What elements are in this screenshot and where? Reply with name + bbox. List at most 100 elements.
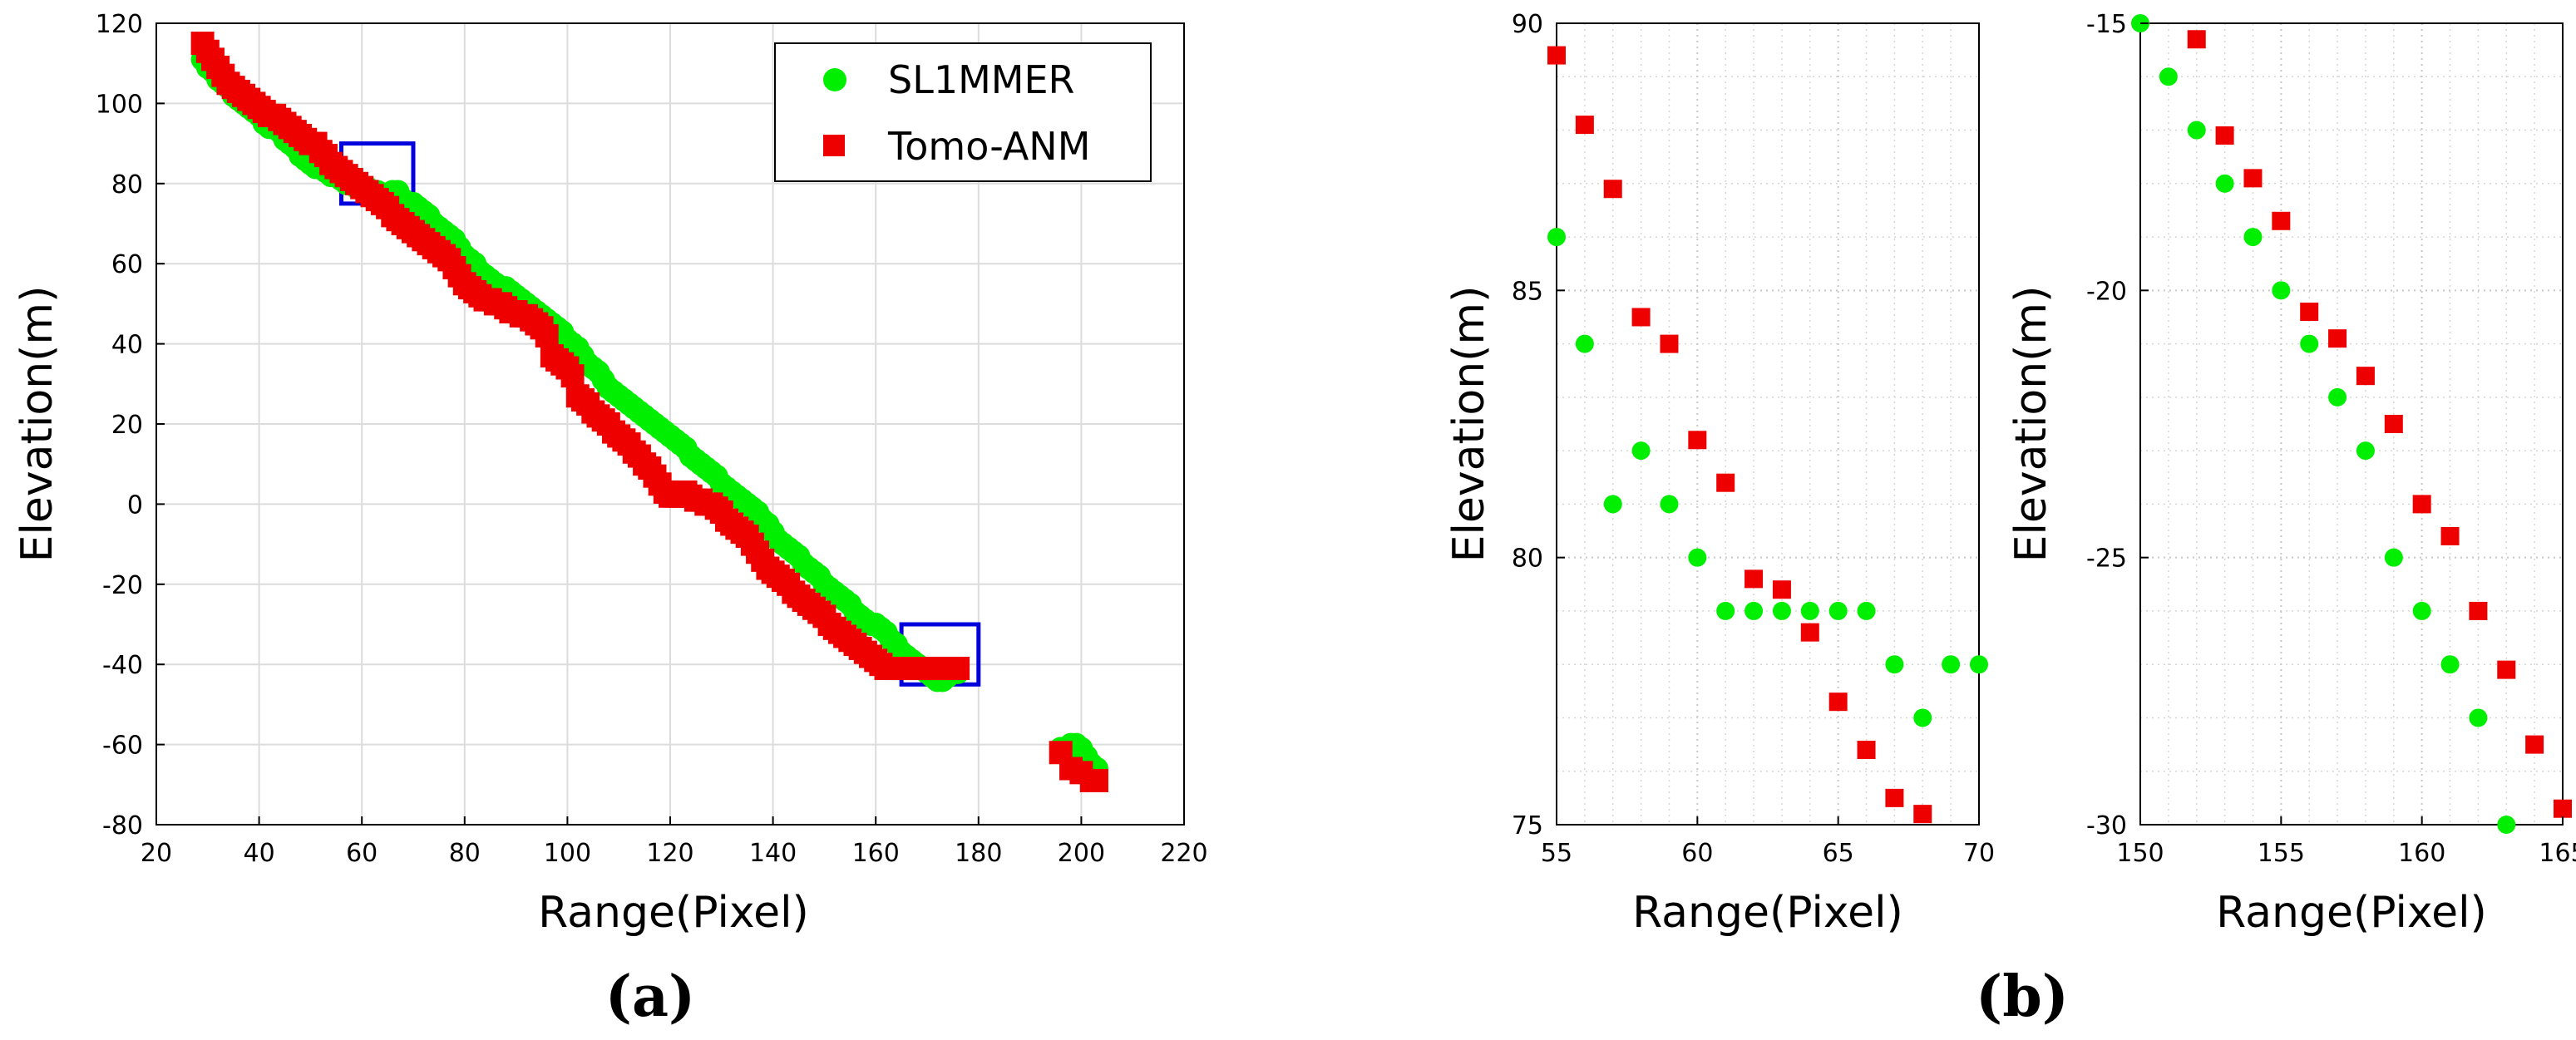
x-tick-label: 120 — [646, 839, 693, 868]
x-tick-label: 155 — [2258, 839, 2305, 868]
plot-b-right-grid — [2139, 22, 2564, 826]
y-tick-label: 90 — [1512, 10, 1543, 39]
x-tick-label: 140 — [749, 839, 797, 868]
tomo-anm-point — [1688, 431, 1707, 450]
tomo-anm-point — [1744, 569, 1764, 589]
y-tick-label: 40 — [111, 331, 143, 360]
sl1mmer-point — [1631, 441, 1651, 461]
tomo-anm-point — [1716, 473, 1735, 492]
sl1mmer-point — [2187, 121, 2206, 140]
x-tick-label: 20 — [141, 839, 172, 868]
plot-b-left-ticks: 55 60 65 70 75 80 85 90 — [1512, 10, 1995, 868]
sl1mmer-point — [1772, 601, 1791, 620]
legend-box — [774, 42, 1152, 182]
x-tick-label: 55 — [1541, 839, 1572, 868]
tomo-anm-point — [1660, 334, 1679, 353]
x-tick-label: 160 — [2398, 839, 2445, 868]
plot-b-left-points — [1547, 46, 1988, 824]
legend-tomo-label: Tomo-ANM — [887, 124, 1090, 169]
tomo-anm-point — [1885, 788, 1904, 807]
plot-b-right-frame — [2139, 22, 2564, 826]
plot-b-right-y-axis-label: Elevation(m) — [2006, 286, 2056, 563]
tomo-anm-point — [946, 657, 970, 681]
sl1mmer-point — [1660, 495, 1679, 514]
sl1mmer-point — [2243, 228, 2263, 247]
tomo-anm-point — [2328, 329, 2347, 348]
y-tick-label: -30 — [2086, 811, 2127, 840]
y-tick-label: 80 — [111, 170, 143, 200]
tomo-anm-point — [2412, 495, 2431, 514]
plot-b-left-frame — [1556, 22, 1980, 826]
tomo-anm-point — [2469, 601, 2488, 620]
x-tick-label: 80 — [449, 839, 481, 868]
y-tick-label: -80 — [102, 811, 143, 840]
tomo-anm-point — [2497, 660, 2516, 679]
y-tick-label: 60 — [111, 250, 143, 279]
sl1mmer-point — [2215, 174, 2234, 193]
x-tick-label: 220 — [1160, 839, 1207, 868]
sl1mmer-point — [1547, 228, 1566, 247]
sl1mmer-point — [2469, 708, 2488, 727]
tomo-anm-point — [1857, 741, 1876, 760]
tomo-anm-point — [1828, 693, 1848, 712]
x-tick-label: 165 — [2539, 839, 2576, 868]
sl1mmer-point — [1800, 601, 1819, 620]
y-tick-label: 75 — [1512, 811, 1543, 840]
sl1mmer-point — [1885, 655, 1904, 674]
x-tick-label: 60 — [346, 839, 378, 868]
sl1mmer-point — [1688, 548, 1707, 567]
tomo-anm-point — [2384, 415, 2403, 433]
x-tick-label: 100 — [544, 839, 591, 868]
tomo-anm-point — [1547, 46, 1566, 65]
panel-label-a: (a) — [605, 964, 695, 1030]
sl1mmer-point — [2497, 816, 2516, 834]
legend-tomo-marker — [823, 135, 845, 156]
x-tick-label: 150 — [2116, 839, 2164, 868]
tomo-anm-point — [1575, 116, 1594, 135]
sl1mmer-point — [2440, 655, 2460, 674]
y-tick-label: -20 — [102, 571, 143, 600]
tomo-anm-point — [1772, 580, 1791, 599]
tomo-anm-point — [2440, 526, 2460, 545]
tomo-anm-point — [2300, 303, 2319, 322]
sl1mmer-point — [2356, 441, 2375, 461]
sl1mmer-point — [2384, 548, 2403, 567]
plot-a: 20 40 60 80 100 120 140 160 180 200 220-80-60-40-2… — [12, 10, 1208, 938]
legend-sl1mmer-label: SL1MMER — [888, 57, 1075, 102]
legend-sl1mmer-marker — [823, 68, 846, 91]
y-tick-label: 120 — [96, 10, 143, 39]
tomo-anm-point — [1603, 180, 1622, 199]
tomo-anm-point — [2187, 30, 2206, 49]
sl1mmer-point — [2272, 281, 2291, 300]
tomo-anm-point — [2215, 126, 2234, 145]
plot-b-left-y-axis-label: Elevation(m) — [1444, 286, 1494, 563]
x-tick-label: 70 — [1963, 839, 1995, 868]
plot-b-right: 150 155 160 165 -30 -25 -20 -15 Range(Pixel) El… — [2006, 10, 2576, 938]
sl1mmer-point — [1913, 708, 1932, 727]
tomo-anm-point — [1084, 768, 1108, 792]
panel-label-b: (b) — [1976, 964, 2069, 1030]
sl1mmer-point — [2412, 601, 2431, 620]
y-tick-label: 20 — [111, 411, 143, 440]
sl1mmer-point — [1828, 601, 1848, 620]
x-tick-label: 60 — [1681, 839, 1713, 868]
plot-a-x-axis-label: Range(Pixel) — [538, 888, 809, 938]
y-tick-label: 85 — [1512, 277, 1543, 306]
y-tick-label: -60 — [102, 732, 143, 761]
tomo-anm-point — [1800, 623, 1819, 642]
x-tick-label: 65 — [1823, 839, 1854, 868]
x-tick-label: 180 — [955, 839, 1002, 868]
x-tick-label: 160 — [852, 839, 900, 868]
x-tick-label: 40 — [244, 839, 275, 868]
tomo-anm-point — [2243, 169, 2263, 188]
tomo-anm-point — [2525, 735, 2544, 754]
sl1mmer-point — [1716, 601, 1735, 620]
plot-a-ticks: 20 40 60 80 100 120 140 160 180 200 220-80-60-40-2… — [96, 10, 1208, 868]
y-tick-label: 0 — [127, 490, 143, 520]
y-tick-label: -15 — [2086, 10, 2127, 39]
sl1mmer-point — [1857, 601, 1876, 620]
tomo-anm-point — [560, 364, 585, 388]
sl1mmer-point — [1575, 334, 1594, 353]
tomo-anm-point — [2554, 799, 2572, 818]
